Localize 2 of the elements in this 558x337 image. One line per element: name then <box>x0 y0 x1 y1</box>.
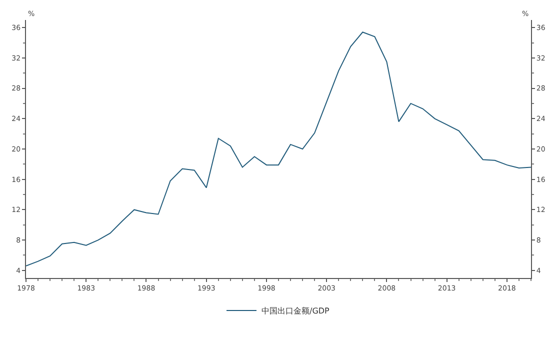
line-series <box>26 32 531 266</box>
legend-label: 中国出口金额/GDP <box>262 306 330 316</box>
